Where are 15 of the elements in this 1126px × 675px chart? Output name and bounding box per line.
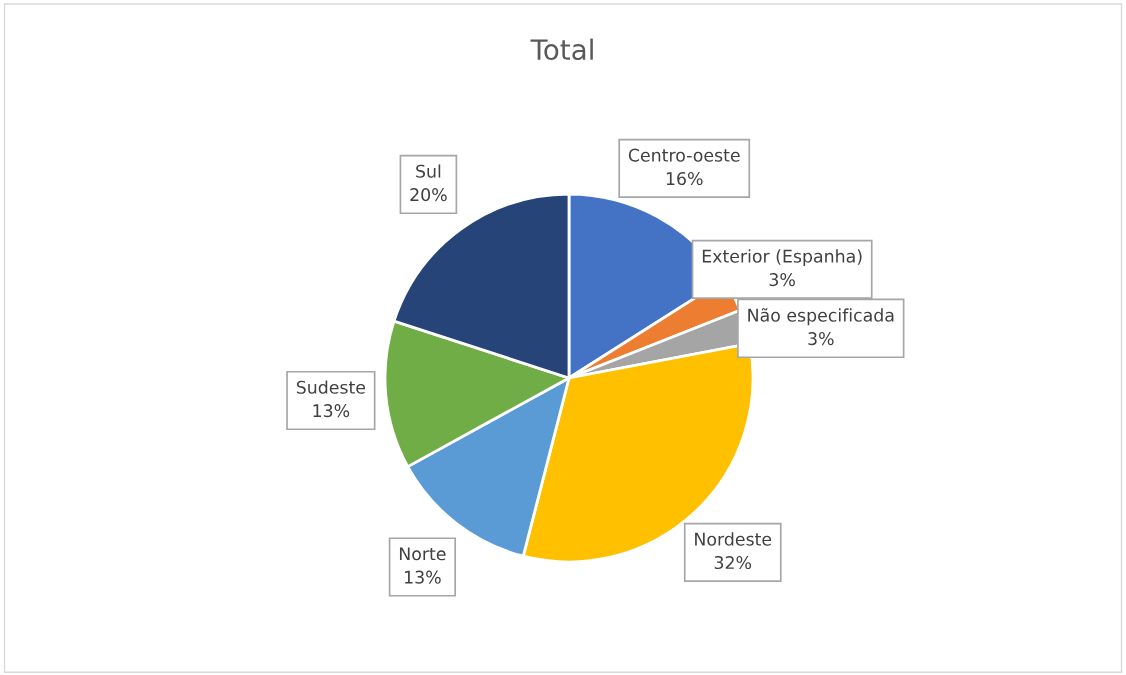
slice-label: Nordeste [695, 532, 772, 546]
slice-label: Norte [399, 547, 446, 561]
data-label: 13% [313, 404, 350, 418]
slice-label: Centro-oeste [628, 148, 740, 162]
data-label: 3% [808, 332, 834, 346]
slice-label: Sudeste [296, 380, 366, 394]
slice-label: Exterior (Espanha) [702, 249, 862, 267]
slice-label: Sul [416, 164, 441, 178]
data-label: 13% [405, 570, 441, 584]
data-label: 3% [769, 273, 795, 287]
slice-label: Não especificada [748, 308, 894, 326]
chart-title: Total [530, 38, 593, 61]
data-label: 32% [714, 555, 752, 570]
data-label: 16% [666, 171, 703, 186]
data-label: 20% [410, 188, 447, 202]
